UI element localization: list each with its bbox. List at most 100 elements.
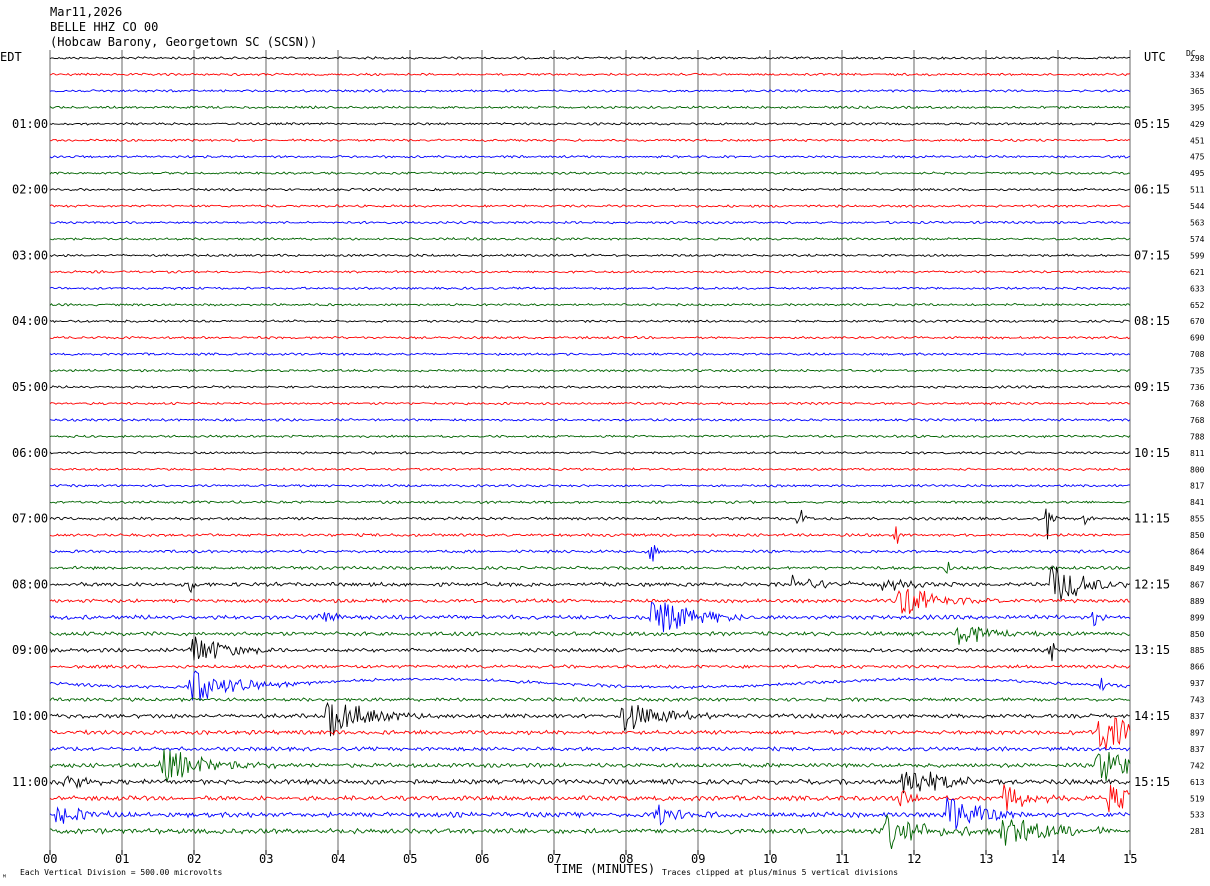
left-time-label: 04:00 bbox=[12, 314, 48, 328]
dc-offset-label: 475 bbox=[1190, 153, 1205, 162]
dc-offset-label: 621 bbox=[1190, 268, 1205, 277]
x-tick-label: 01 bbox=[115, 852, 129, 866]
trace-row-28 bbox=[49, 508, 1131, 540]
x-tick-label: 14 bbox=[1051, 852, 1065, 866]
trace-row-13 bbox=[49, 270, 1131, 274]
right-axis-label: UTC bbox=[1144, 50, 1166, 64]
left-time-labels: 01:00 02:00 03:00 04:00 05:00 06:00 07:00 08:00… bbox=[12, 117, 48, 789]
trace-row-21 bbox=[49, 401, 1131, 406]
trace-row-18 bbox=[49, 352, 1131, 357]
x-tick-label: 03 bbox=[259, 852, 273, 866]
trace-row-15 bbox=[49, 302, 1131, 307]
trace-row-17 bbox=[49, 335, 1131, 340]
trace-row-47 bbox=[49, 813, 1131, 849]
dc-offset-label: 533 bbox=[1190, 811, 1205, 820]
x-tick-label: 05 bbox=[403, 852, 417, 866]
x-tick-label: 08 bbox=[619, 852, 633, 866]
dc-offset-label: 811 bbox=[1190, 449, 1205, 458]
dc-offset-label: 866 bbox=[1190, 663, 1205, 672]
traces bbox=[49, 56, 1131, 849]
dc-offset-labels: 298 334 365 395 429 451 475 495 511 544 563 574 599 6… bbox=[1190, 54, 1205, 836]
trace-row-27 bbox=[49, 500, 1131, 505]
dc-offset-label: 652 bbox=[1190, 301, 1205, 310]
trace-row-46 bbox=[49, 797, 1131, 830]
left-time-label: 02:00 bbox=[12, 183, 48, 197]
dc-offset-label: 841 bbox=[1190, 498, 1205, 507]
trace-row-32 bbox=[49, 564, 1131, 601]
dc-offset-label: 365 bbox=[1190, 87, 1205, 96]
trace-row-8 bbox=[49, 187, 1131, 192]
trace-row-38 bbox=[49, 670, 1131, 701]
dc-offset-label: 897 bbox=[1190, 728, 1205, 737]
right-time-label: 07:15 bbox=[1134, 248, 1170, 262]
right-time-label: 11:15 bbox=[1134, 512, 1170, 526]
right-time-label: 09:15 bbox=[1134, 380, 1170, 394]
dc-offset-label: 837 bbox=[1190, 745, 1205, 754]
x-tick-label: 15 bbox=[1123, 852, 1137, 866]
dc-offset-label: 613 bbox=[1190, 778, 1205, 787]
right-time-label: 15:15 bbox=[1134, 775, 1170, 789]
right-time-label: 14:15 bbox=[1134, 709, 1170, 723]
left-time-label: 01:00 bbox=[12, 117, 48, 131]
trace-row-4 bbox=[49, 121, 1131, 126]
dc-offset-label: 281 bbox=[1190, 827, 1205, 836]
left-time-label: 09:00 bbox=[12, 643, 48, 657]
dc-offset-label: 850 bbox=[1190, 630, 1205, 639]
left-time-label: 08:00 bbox=[12, 577, 48, 591]
dc-offset-label: 395 bbox=[1190, 103, 1205, 112]
x-tick-label: 04 bbox=[331, 852, 345, 866]
header: Mar11,2026 BELLE HHZ CO 00 (Hobcaw Baron… bbox=[50, 5, 317, 49]
dc-offset-label: 800 bbox=[1190, 465, 1205, 474]
dc-offset-label: 937 bbox=[1190, 679, 1205, 688]
dc-offset-label: 334 bbox=[1190, 70, 1205, 79]
left-time-label: 07:00 bbox=[12, 512, 48, 526]
dc-offset-label: 298 bbox=[1190, 54, 1205, 63]
dc-offset-label: 633 bbox=[1190, 284, 1205, 293]
dc-offset-label: 599 bbox=[1190, 251, 1205, 260]
header-date: Mar11,2026 bbox=[50, 5, 122, 19]
trace-row-7 bbox=[49, 171, 1131, 176]
corner-mark: ᴹ bbox=[2, 873, 7, 882]
dc-offset-label: 885 bbox=[1190, 646, 1205, 655]
trace-row-9 bbox=[49, 204, 1131, 208]
left-time-label: 06:00 bbox=[12, 446, 48, 460]
trace-row-35 bbox=[49, 626, 1131, 645]
x-tick-label: 13 bbox=[979, 852, 993, 866]
dc-offset-label: 670 bbox=[1190, 317, 1205, 326]
dc-offset-label: 899 bbox=[1190, 613, 1205, 622]
trace-row-11 bbox=[49, 237, 1131, 241]
x-tick-label: 02 bbox=[187, 852, 201, 866]
trace-row-6 bbox=[49, 154, 1131, 159]
header-station: BELLE HHZ CO 00 bbox=[50, 20, 158, 34]
right-time-label: 10:15 bbox=[1134, 446, 1170, 460]
dc-offset-label: 563 bbox=[1190, 219, 1205, 228]
x-tick-label: 06 bbox=[475, 852, 489, 866]
x-tick-label: 11 bbox=[835, 852, 849, 866]
left-time-label: 05:00 bbox=[12, 380, 48, 394]
dc-offset-label: 768 bbox=[1190, 416, 1205, 425]
trace-row-10 bbox=[49, 220, 1131, 225]
right-time-label: 08:15 bbox=[1134, 314, 1170, 328]
trace-row-12 bbox=[49, 253, 1131, 258]
trace-row-24 bbox=[49, 450, 1131, 455]
dc-offset-label: 867 bbox=[1190, 580, 1205, 589]
trace-row-44 bbox=[49, 771, 1131, 794]
left-time-label: 10:00 bbox=[12, 709, 48, 723]
trace-row-43 bbox=[49, 748, 1131, 784]
dc-offset-label: 574 bbox=[1190, 235, 1205, 244]
dc-offset-label: 837 bbox=[1190, 712, 1205, 721]
right-time-label: 12:15 bbox=[1134, 577, 1170, 591]
dc-offset-label: 429 bbox=[1190, 120, 1205, 129]
x-tick-label: 10 bbox=[763, 852, 777, 866]
dc-label: DC bbox=[1186, 49, 1196, 58]
trace-row-33 bbox=[49, 588, 1130, 614]
x-tick-label: 00 bbox=[43, 852, 57, 866]
trace-row-2 bbox=[49, 88, 1131, 93]
trace-row-37 bbox=[49, 664, 1131, 670]
dc-offset-label: 817 bbox=[1190, 482, 1205, 491]
right-time-labels: 05:15 06:15 07:15 08:15 09:15 10:15 11:15 12:15… bbox=[1134, 117, 1170, 789]
right-time-label: 13:15 bbox=[1134, 643, 1170, 657]
trace-row-42 bbox=[49, 745, 1131, 753]
dc-offset-label: 451 bbox=[1190, 136, 1205, 145]
